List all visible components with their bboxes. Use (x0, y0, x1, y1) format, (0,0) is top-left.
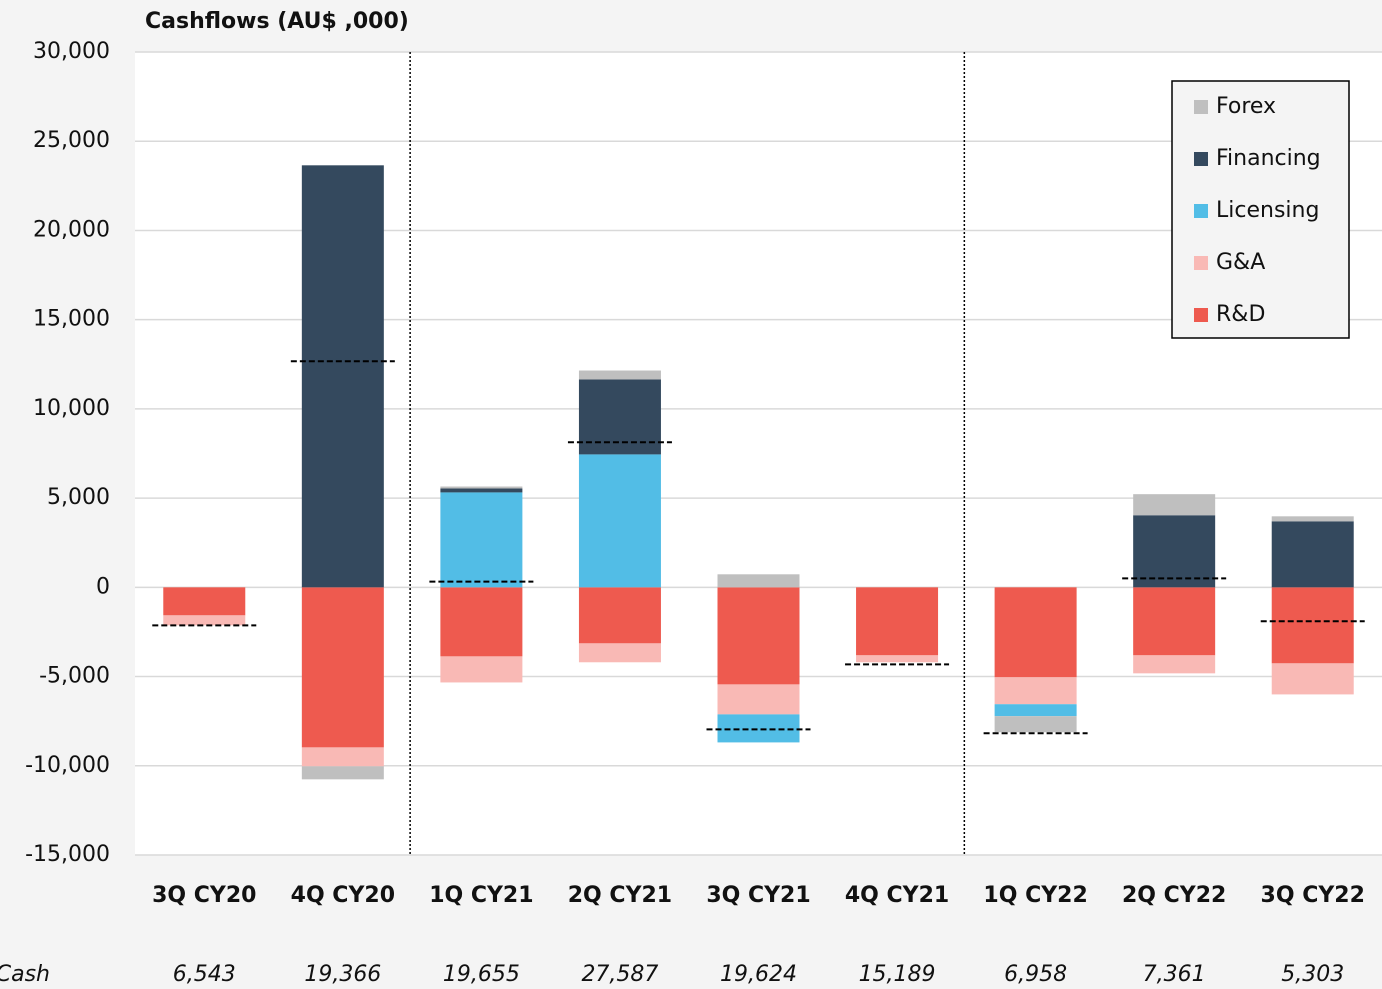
y-tick-label: -10,000 (25, 753, 110, 778)
legend-label: Licensing (1216, 198, 1319, 223)
cash-value: 5,303 (1281, 962, 1344, 987)
bar-segment (301, 165, 384, 588)
y-tick-label: 25,000 (33, 128, 110, 153)
bar-segment (1133, 515, 1216, 588)
x-tick-label: 4Q CY20 (291, 883, 395, 908)
bar-segment (163, 615, 246, 626)
chart-title: Cashflows (AU$ ,000) (145, 9, 409, 34)
cash-value: 19,366 (304, 962, 381, 987)
bar-segment (994, 587, 1077, 678)
bar-segment (301, 747, 384, 767)
y-tick-label: 0 (96, 574, 110, 599)
bar-segment (994, 716, 1077, 733)
cash-value: 27,587 (581, 962, 658, 987)
bar-segment (440, 488, 523, 493)
legend-label: Financing (1216, 146, 1321, 171)
bar-segment (717, 684, 800, 715)
x-tick-label: 3Q CY21 (706, 883, 810, 908)
y-tick-label: 10,000 (33, 396, 110, 421)
y-tick-label: -15,000 (25, 842, 110, 867)
legend-swatch (1194, 152, 1208, 166)
cash-value: 7,361 (1143, 962, 1206, 987)
cash-value: 6,958 (1004, 962, 1067, 987)
y-tick-label: 5,000 (47, 485, 110, 510)
y-tick-label: 15,000 (33, 307, 110, 332)
legend-swatch (1194, 308, 1208, 322)
legend-label: G&A (1216, 250, 1265, 275)
y-tick-label: -5,000 (39, 664, 110, 689)
bar-segment (717, 587, 800, 685)
bar-segment (440, 486, 523, 489)
x-tick-label: 3Q CY22 (1261, 883, 1365, 908)
cash-label: Cash (0, 962, 50, 987)
cash-value: 15,189 (859, 962, 936, 987)
bar-segment (301, 766, 384, 780)
legend-swatch (1194, 204, 1208, 218)
legend-label: R&D (1216, 302, 1265, 327)
legend-swatch (1194, 256, 1208, 270)
bar-segment (856, 655, 939, 663)
bar-segment (440, 492, 523, 588)
bar-segment (1271, 516, 1354, 522)
legend-swatch (1194, 100, 1208, 114)
bar-segment (440, 587, 523, 657)
bar-segment (1133, 587, 1216, 656)
bar-segment (578, 379, 661, 455)
bar-segment (578, 370, 661, 380)
bar-segment (856, 587, 939, 656)
bar-segment (578, 454, 661, 588)
bar-segment (578, 587, 661, 644)
y-tick-label: 20,000 (33, 217, 110, 242)
bar-segment (994, 677, 1077, 705)
bar-segment (994, 704, 1077, 717)
bar-segment (440, 656, 523, 683)
x-tick-label: 1Q CY21 (429, 883, 533, 908)
cash-value: 19,624 (720, 962, 797, 987)
x-tick-label: 2Q CY22 (1122, 883, 1226, 908)
legend-label: Forex (1216, 94, 1276, 119)
x-tick-label: 2Q CY21 (568, 883, 672, 908)
bar-segment (163, 587, 246, 616)
bar-segment (717, 574, 800, 588)
bar-segment (578, 643, 661, 663)
cash-value: 19,655 (443, 962, 520, 987)
y-tick-label: 30,000 (33, 39, 110, 64)
x-tick-label: 4Q CY21 (845, 883, 949, 908)
bar-segment (1133, 494, 1216, 516)
bar-segment (301, 587, 384, 748)
bar-segment (1271, 663, 1354, 695)
x-tick-label: 3Q CY20 (152, 883, 256, 908)
bar-segment (717, 714, 800, 743)
bar-segment (1271, 521, 1354, 588)
bar-segment (1271, 587, 1354, 664)
x-tick-label: 1Q CY22 (983, 883, 1087, 908)
cash-value: 6,543 (173, 962, 236, 987)
bar-segment (1133, 655, 1216, 674)
